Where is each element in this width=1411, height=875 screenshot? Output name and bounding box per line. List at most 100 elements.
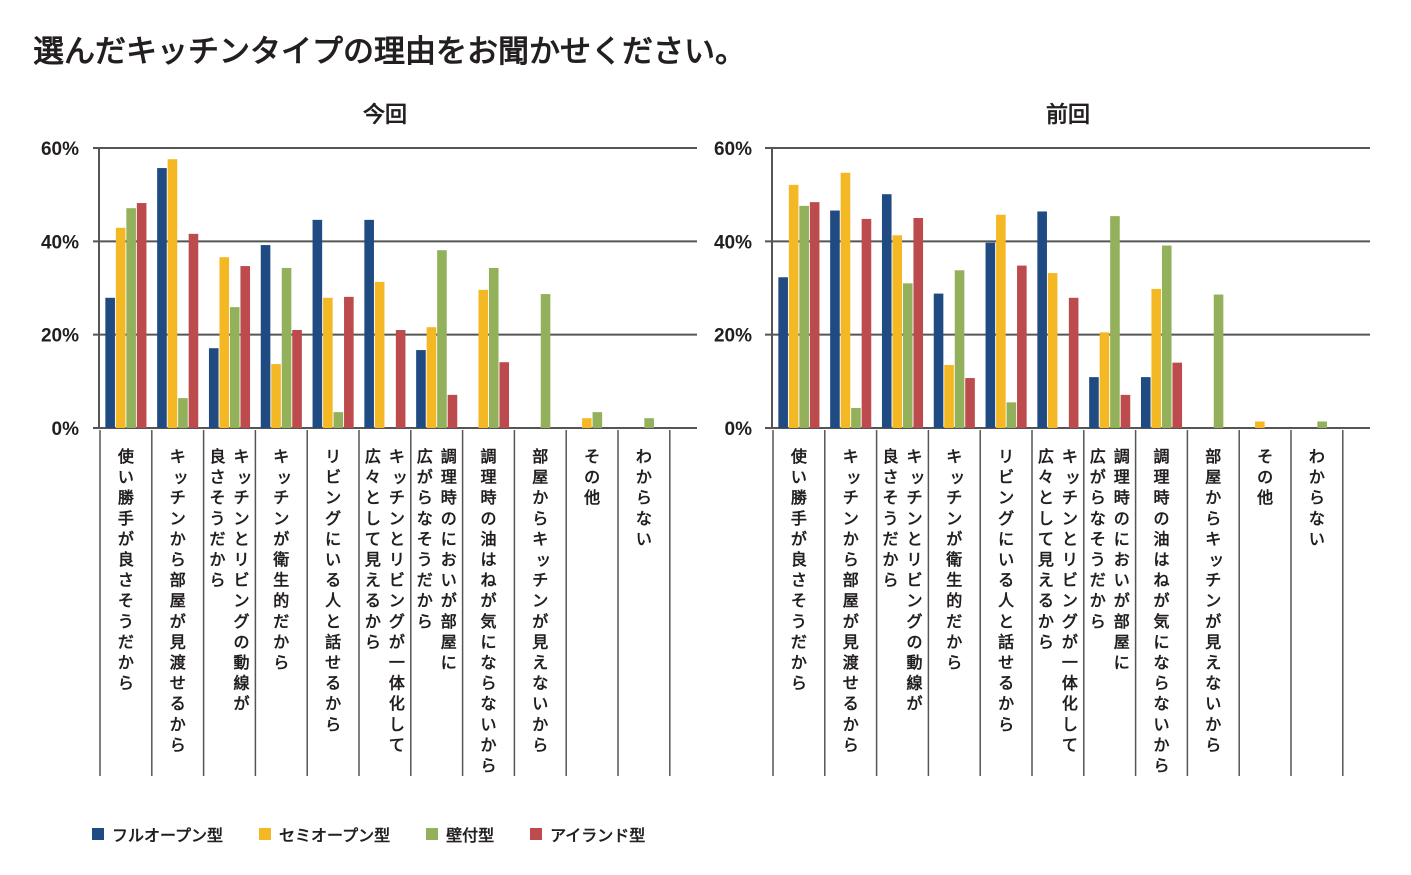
category-label-char: か [118, 653, 134, 672]
category-label-char: い [441, 571, 457, 590]
category-label-char: が [906, 694, 922, 713]
category-label-char: が [1090, 468, 1106, 487]
category-label-char: そ [1090, 529, 1106, 548]
category-label-char: 部 [1205, 447, 1221, 466]
category-label-char: 良 [791, 550, 807, 569]
bar-semi-open [1255, 421, 1265, 428]
category-label-char: だ [791, 632, 807, 651]
category-label-char: 広 [365, 447, 381, 466]
category-label-char: リ [998, 447, 1014, 466]
bar-full-open [933, 293, 944, 428]
bar-semi-open [788, 184, 799, 428]
bar-island [809, 202, 820, 428]
category-label-char: 調 [480, 447, 496, 466]
bar-wall [540, 294, 551, 428]
category-label-char: ら [1153, 756, 1169, 775]
category-label-char: リ [233, 550, 249, 569]
bar-island [1172, 362, 1183, 428]
category-label-char: が [1153, 591, 1169, 610]
category-label-char: い [1153, 715, 1169, 734]
category-label-char: か [1153, 735, 1169, 754]
y-tick-label: 60% [714, 139, 752, 160]
category-label-char: 一 [1062, 653, 1078, 672]
chart-previous: 前回0%20%40%60%使い勝手が良さそうだからキッチンから部屋が見渡せるから… [714, 102, 1370, 776]
category-label-char: ら [1153, 674, 1169, 693]
category-label-char: ン [1062, 509, 1078, 528]
category-label-char: 人 [325, 591, 342, 610]
category-label-char: る [325, 571, 341, 590]
y-tick-label: 0% [725, 419, 753, 440]
category-label-char: か [325, 694, 341, 713]
category-label-char: 手 [118, 509, 134, 528]
bar-semi-open [374, 281, 385, 428]
bar-semi-open [1099, 332, 1110, 428]
category-label-char: 部 [1114, 612, 1130, 631]
category-label-char: か [170, 715, 186, 734]
bar-island [1068, 297, 1079, 428]
category-label-char: ン [389, 509, 405, 528]
category-label-char: 屋 [170, 591, 186, 610]
legend-label: セミオープン型 [279, 826, 391, 845]
legend-label: 壁付型 [446, 826, 495, 845]
category-label-char: い [1309, 529, 1325, 548]
category-label-char: そ [791, 591, 807, 610]
category-label-char: い [480, 715, 496, 734]
category-label-char: う [209, 509, 225, 528]
category-label-char: だ [946, 612, 962, 631]
category-label-char: し [365, 509, 381, 528]
y-tick-label: 20% [714, 326, 752, 347]
category-label-char: 油 [480, 529, 496, 548]
category-label-char: に [1153, 632, 1169, 651]
category-label-char: い [1205, 694, 1221, 713]
chart-current: 今回0%20%40%60%使い勝手が良さそうだからキッチンから部屋が見渡せるから… [41, 102, 697, 776]
bar-semi-open [840, 172, 851, 428]
category-label-char: え [1038, 571, 1054, 590]
bar-wall [592, 412, 603, 428]
category-label-char: え [365, 571, 381, 590]
category-label-char: か [946, 632, 962, 651]
legend-item: セミオープン型 [259, 822, 390, 846]
category-label-char: ビ [389, 571, 405, 590]
bar-semi-open [1151, 288, 1162, 428]
legend-swatch [92, 828, 104, 840]
category-label-char: チ [532, 571, 548, 590]
category-label-char: そ [209, 488, 225, 507]
category-label-char: 屋 [1205, 468, 1221, 487]
category-label-char: の [1114, 509, 1130, 528]
category-label-char: と [906, 529, 922, 548]
category-label-char: 一 [389, 653, 405, 672]
category-label-char: 他 [1256, 488, 1273, 507]
category-label-char: 見 [1037, 550, 1054, 569]
legend-swatch [259, 828, 272, 840]
category-label-char: 調 [1153, 447, 1169, 466]
category-label-char: わ [1309, 447, 1325, 466]
category-label-char: ら [1205, 735, 1221, 754]
bar-island [1017, 265, 1027, 428]
category-label-char: ン [843, 509, 859, 528]
category-label-char: な [1090, 509, 1106, 528]
category-label-char: と [998, 612, 1014, 631]
category-label-char: 理 [1153, 468, 1169, 487]
category-label-char: し [1062, 715, 1078, 734]
category-label-char: キ [389, 447, 405, 466]
category-label-char: と [1062, 529, 1078, 548]
category-label-char: 屋 [1114, 632, 1130, 651]
category-label-char: 々 [365, 468, 381, 487]
bar-island [861, 218, 872, 428]
bar-semi-open [271, 364, 281, 428]
bar-wall [488, 267, 499, 428]
category-label-char: 時 [1114, 488, 1130, 507]
category-label-char: は [1153, 550, 1169, 569]
bar-island [136, 203, 147, 428]
category-label-char: リ [1062, 550, 1078, 569]
category-label-char: 化 [1062, 694, 1078, 713]
category-label-char: る [998, 674, 1014, 693]
category-label-char: リ [906, 550, 922, 569]
category-label-char: キ [946, 447, 962, 466]
category-label-char: 衛 [945, 550, 962, 569]
category-label-char: ら [480, 756, 496, 775]
category-label-char: 見 [1204, 632, 1221, 651]
category-label-char: 勝 [118, 488, 135, 507]
category-label-char: う [1090, 550, 1106, 569]
